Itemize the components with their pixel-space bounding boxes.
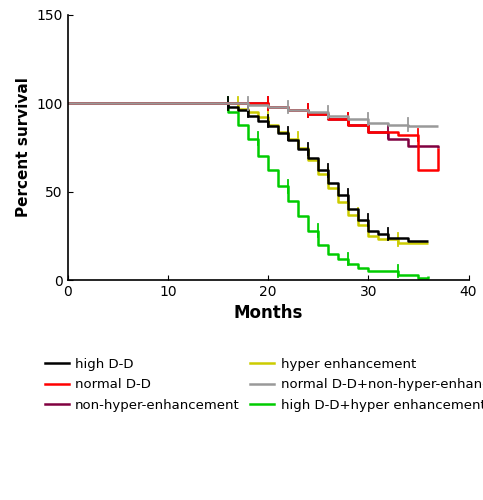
Legend: high D-D, normal D-D, non-hyper-enhancement, hyper enhancement, normal D-D+non-h: high D-D, normal D-D, non-hyper-enhancem… [42,356,483,414]
X-axis label: Months: Months [233,304,303,322]
Y-axis label: Percent survival: Percent survival [16,78,31,218]
